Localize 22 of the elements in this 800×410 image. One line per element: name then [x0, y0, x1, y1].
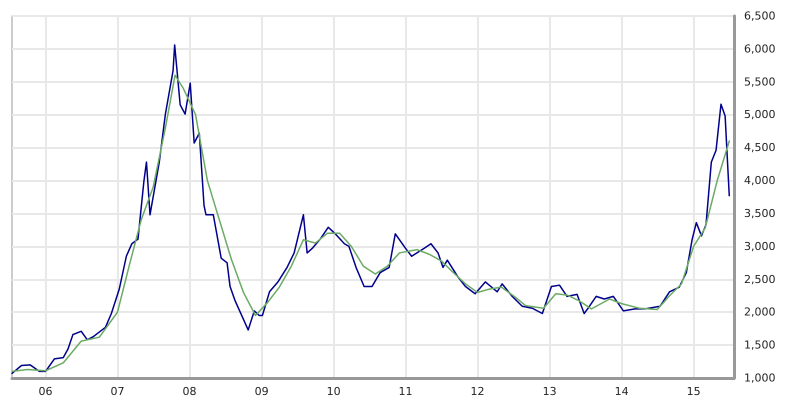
x-tick-label: 13 — [542, 385, 557, 398]
x-tick-label: 10 — [326, 385, 341, 398]
y-tick-label: 2,000 — [744, 306, 776, 319]
y-tick-label: 4,500 — [744, 141, 776, 154]
y-tick-label: 6,500 — [744, 10, 776, 22]
y-tick-label: 2,500 — [744, 272, 776, 286]
x-tick-label: 15 — [686, 385, 701, 398]
y-tick-label: 5,500 — [744, 75, 776, 88]
x-tick-label: 09 — [254, 385, 269, 398]
y-tick-label: 1,000 — [744, 372, 776, 384]
y-tick-label: 4,000 — [744, 174, 776, 188]
x-tick-label: 06 — [38, 385, 53, 398]
x-tick-label: 08 — [182, 385, 196, 398]
x-tick-label: 11 — [398, 385, 413, 398]
y-tick-label: 1,500 — [744, 338, 776, 352]
y-tick-label: 5,000 — [744, 108, 776, 122]
x-tick-label: 14 — [614, 385, 629, 398]
y-tick-label: 6,000 — [744, 42, 776, 56]
y-tick-label: 3,500 — [744, 206, 776, 220]
x-tick-label: 07 — [110, 385, 124, 398]
x-tick-label: 12 — [470, 385, 484, 398]
y-tick-label: 3,000 — [744, 240, 776, 253]
